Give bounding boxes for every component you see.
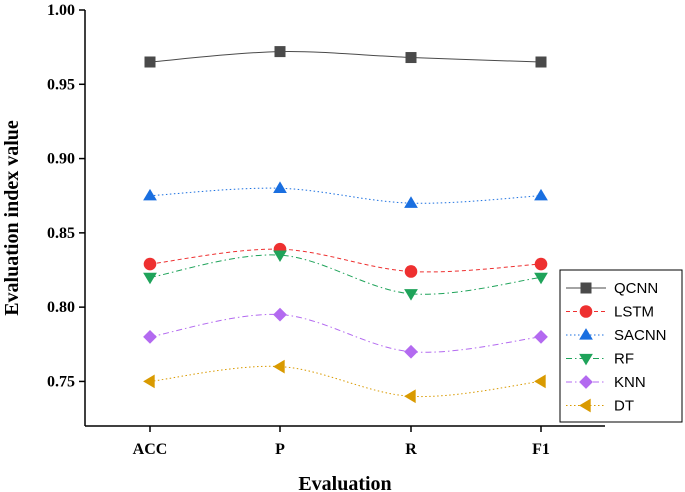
data-point — [273, 307, 287, 322]
legend-item-rf: RF — [566, 351, 634, 368]
data-point — [273, 359, 285, 374]
data-point — [143, 257, 157, 271]
series-qcnn — [144, 46, 547, 68]
data-point — [273, 181, 287, 193]
legend: QCNN LSTM SACNN RF KNN DT — [559, 269, 683, 423]
legend-marker — [579, 305, 593, 318]
data-point — [273, 250, 287, 263]
legend-item-dt: DT — [566, 398, 634, 415]
data-point — [274, 46, 286, 58]
y-tick-label: 0.75 — [47, 373, 75, 390]
series-rf — [143, 250, 548, 301]
data-point — [534, 272, 548, 285]
series-line — [149, 254, 542, 295]
legend-item-knn: KNN — [566, 374, 646, 391]
series-layer — [143, 46, 548, 404]
legend-label: QCNN — [614, 280, 658, 297]
series-dt — [143, 359, 546, 404]
data-point — [143, 272, 157, 285]
x-tick-label: P — [275, 441, 285, 458]
y-tick-label: 1.00 — [47, 2, 75, 19]
x-axis-ticks: ACC P R F1 — [133, 426, 550, 458]
legend-label: KNN — [614, 374, 646, 391]
data-point — [404, 265, 418, 278]
plot-area — [84, 10, 605, 427]
legend-label: DT — [614, 398, 634, 415]
series-line — [149, 313, 542, 353]
legend-marker — [580, 282, 592, 294]
series-line — [149, 365, 542, 398]
data-point — [144, 56, 156, 68]
y-axis-title: Evaluation index value — [1, 120, 23, 316]
series-knn — [143, 307, 548, 359]
series-lstm — [143, 242, 548, 278]
x-tick-label: R — [405, 441, 417, 458]
legend-marker — [579, 398, 591, 413]
data-point — [534, 329, 548, 344]
data-point — [534, 188, 548, 201]
y-tick-label: 0.95 — [47, 76, 75, 93]
legend-marker — [579, 375, 593, 389]
x-tick-label: F1 — [532, 441, 550, 458]
data-point — [143, 188, 157, 201]
legend-marker — [579, 328, 593, 340]
legend-label: RF — [614, 351, 634, 368]
y-axis-ticks: 0.75 0.80 0.85 0.90 0.95 1.00 — [47, 2, 85, 390]
x-tick-label: ACC — [133, 441, 168, 458]
legend-item-sacnn: SACNN — [566, 327, 667, 344]
legend-box — [559, 269, 683, 423]
data-point — [404, 389, 416, 404]
x-axis-title: Evaluation — [298, 473, 391, 492]
legend-marker — [579, 353, 593, 366]
data-point — [405, 52, 417, 64]
series-line — [149, 187, 542, 204]
data-point — [143, 374, 155, 389]
legend-item-qcnn: QCNN — [566, 280, 658, 297]
data-point — [143, 329, 157, 344]
series-sacnn — [143, 181, 548, 208]
data-point — [535, 56, 547, 68]
y-tick-label: 0.80 — [47, 299, 75, 316]
data-point — [534, 374, 546, 389]
legend-label: LSTM — [614, 304, 654, 321]
data-point — [404, 289, 418, 301]
y-tick-label: 0.90 — [47, 151, 75, 168]
data-point — [404, 344, 418, 359]
data-point — [404, 196, 418, 208]
legend-item-lstm: LSTM — [566, 304, 654, 321]
series-line — [149, 51, 542, 63]
data-point — [534, 257, 548, 271]
y-tick-label: 0.85 — [47, 225, 75, 242]
series-line — [149, 248, 542, 273]
legend-label: SACNN — [614, 327, 667, 344]
